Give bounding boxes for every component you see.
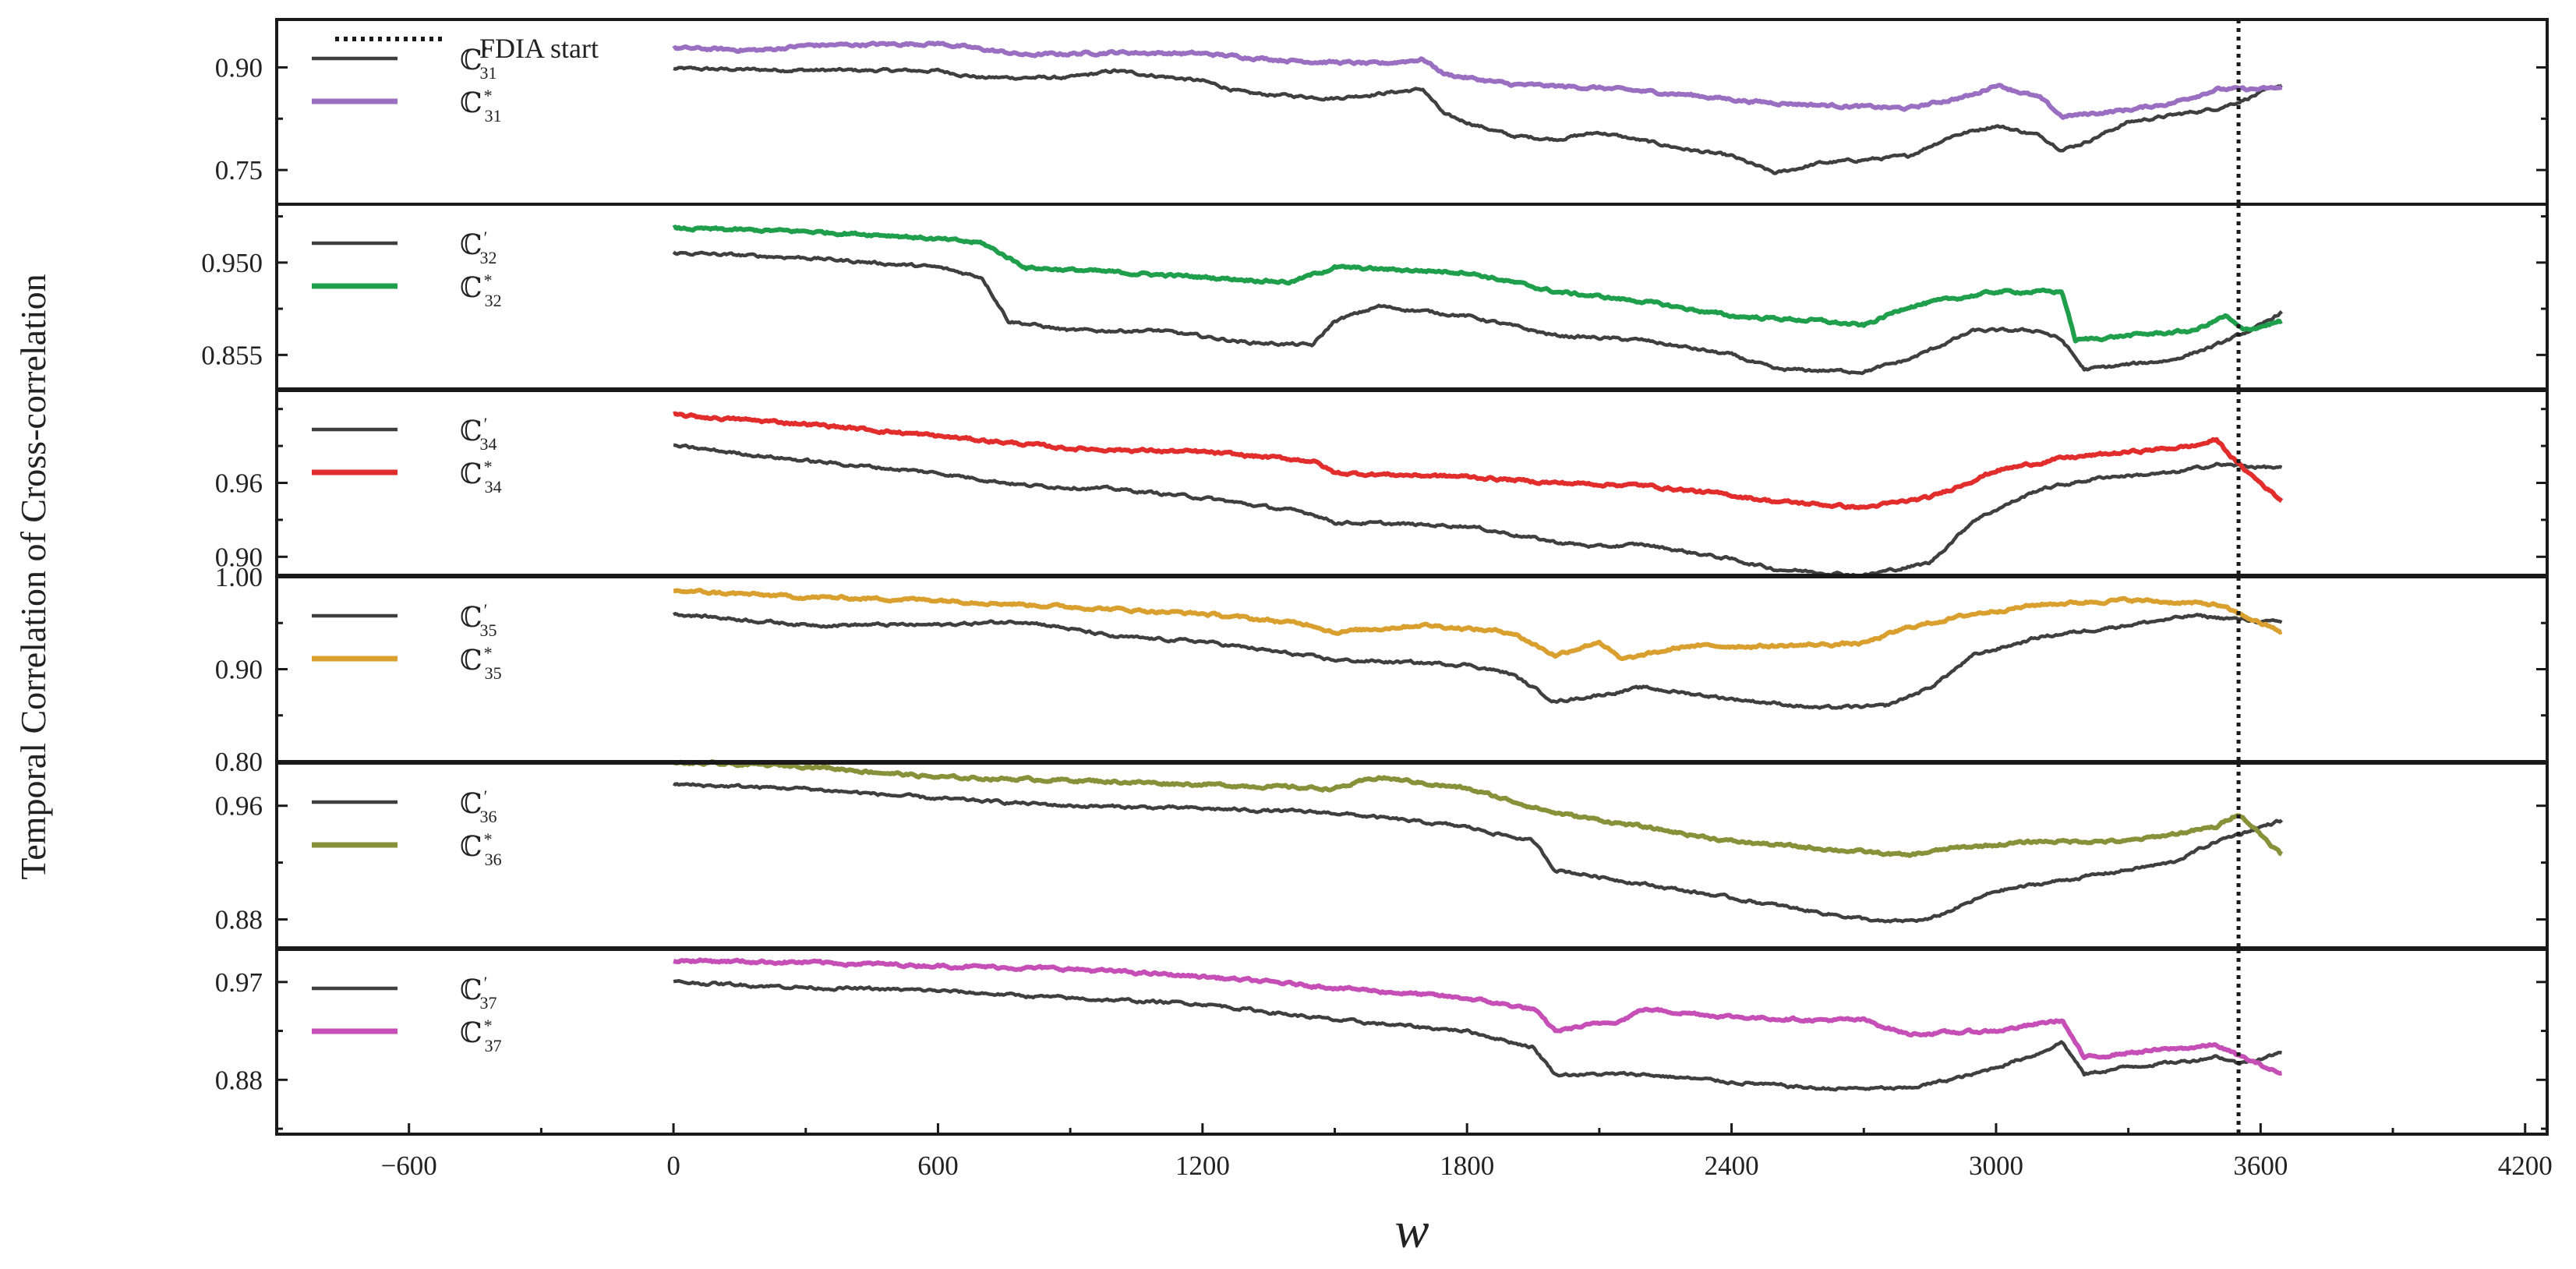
legend-label-prime-37: ℂ′ 37	[460, 973, 496, 1013]
y-axis-label: Temporal Correlation of Cross-correlatio…	[13, 274, 53, 879]
xtick-label: 3000	[1969, 1151, 2023, 1181]
legend-label-star-35: ℂ* 35	[460, 643, 502, 683]
series-line-prime-34	[673, 443, 2283, 578]
series-line-star-37	[673, 957, 2283, 1076]
xtick-label: 600	[917, 1151, 959, 1181]
legend-label-prime-34: ℂ′ 34	[460, 414, 496, 454]
panel-frame-37	[275, 948, 2549, 1136]
xtick-label: 1800	[1440, 1151, 1494, 1181]
series-line-star-31	[672, 41, 2283, 120]
ytick-label-31: 0.75	[215, 155, 263, 186]
legend-label-prime-31: ℂ′ 31	[460, 43, 496, 83]
ytick-label-36: 0.88	[215, 905, 263, 935]
panel-frame-31	[275, 18, 2549, 206]
ytick-label-37: 0.97	[215, 967, 263, 998]
series-line-star-35	[673, 588, 2283, 662]
xtick-label: 0	[666, 1151, 680, 1181]
ytick-label-32: 0.950	[201, 248, 263, 278]
series-line-prime-37	[673, 978, 2282, 1092]
ytick-label-37: 0.88	[215, 1065, 263, 1095]
series-line-prime-35	[672, 612, 2283, 710]
ytick-label-31: 0.90	[215, 52, 263, 83]
fdia-legend-label: FDIA start	[479, 33, 599, 64]
legend-label-star-31: ℂ* 31	[460, 86, 502, 125]
ytick-label-35: 1.00	[215, 562, 263, 592]
panel-frame-34	[275, 389, 2549, 577]
ytick-label-36: 0.96	[215, 791, 263, 822]
series-line-prime-31	[673, 65, 2283, 175]
series-line-star-32	[672, 224, 2283, 344]
series-line-star-36	[672, 759, 2284, 858]
xtick-label: 4200	[2498, 1151, 2553, 1181]
xtick-label: −600	[381, 1151, 437, 1181]
xtick-label: 2400	[1705, 1151, 1759, 1181]
xtick-label: 1200	[1175, 1151, 1230, 1181]
legend-label-prime-36: ℂ′ 36	[460, 786, 496, 826]
series-line-star-34	[673, 411, 2284, 511]
x-axis-label: w	[1394, 1202, 1429, 1259]
panel-frame-32	[275, 203, 2549, 391]
ytick-label-35: 0.80	[215, 747, 263, 777]
legend-label-star-36: ℂ* 36	[460, 829, 502, 869]
series-line-prime-36	[672, 782, 2284, 924]
panel-frame-36	[275, 762, 2549, 949]
legend-label-star-34: ℂ* 34	[460, 457, 502, 497]
legend-label-prime-35: ℂ′ 35	[460, 600, 496, 640]
ytick-label-32: 0.855	[201, 340, 263, 370]
ytick-label-35: 0.90	[215, 655, 263, 685]
legend-label-prime-32: ℂ′ 32	[460, 228, 496, 267]
legend-label-star-37: ℂ* 37	[460, 1016, 502, 1055]
ytick-label-34: 0.96	[215, 468, 263, 499]
xtick-label: 3600	[2233, 1151, 2288, 1181]
series-line-prime-32	[672, 250, 2284, 376]
ytick-label-34: 0.90	[215, 542, 263, 572]
legend-label-star-32: ℂ* 32	[460, 270, 502, 310]
